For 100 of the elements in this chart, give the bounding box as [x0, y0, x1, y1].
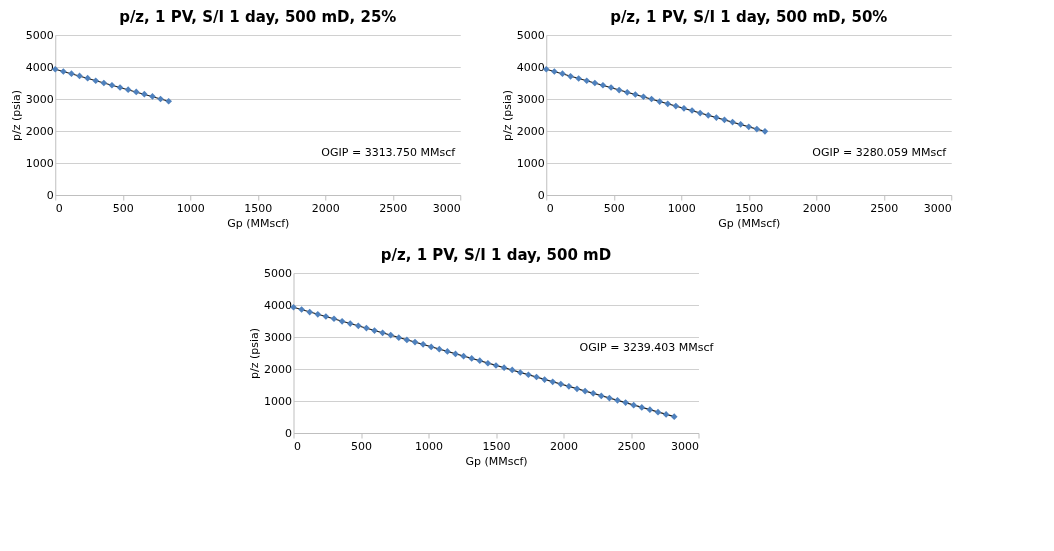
point	[84, 74, 91, 82]
point	[149, 93, 156, 100]
y-tick-label: 5000	[25, 28, 54, 42]
point	[444, 348, 451, 355]
point	[516, 369, 524, 376]
point	[737, 120, 744, 128]
y-tick-label: 0	[46, 188, 54, 202]
point	[632, 91, 639, 98]
point	[371, 327, 378, 334]
point	[541, 376, 548, 383]
point	[567, 72, 574, 80]
point	[124, 86, 132, 94]
point	[354, 322, 362, 330]
y-tick-label: 2000	[25, 124, 54, 138]
point	[672, 102, 680, 110]
y-tick-label: 0	[285, 426, 292, 440]
y-axis-title: p/z (psia)	[500, 89, 514, 142]
point	[306, 308, 314, 316]
point	[411, 338, 419, 346]
point	[745, 123, 753, 131]
point	[597, 392, 605, 400]
x-tick-label: 500	[351, 439, 372, 453]
point	[599, 81, 607, 89]
point	[559, 70, 566, 78]
y-tick-label: 5000	[516, 28, 545, 42]
point	[606, 394, 613, 402]
annotation: OGIP = 3239.403 MMscf	[579, 341, 715, 354]
point	[640, 93, 647, 101]
x-tick-label: 1500	[244, 201, 273, 215]
point	[713, 114, 720, 121]
x-tick-label: 1000	[176, 201, 205, 215]
y-tick-label: 4000	[264, 298, 292, 312]
point	[664, 100, 672, 108]
point	[508, 366, 516, 374]
point	[753, 125, 761, 133]
point	[614, 397, 621, 404]
x-tick-label: 1500	[735, 201, 764, 215]
point	[484, 359, 492, 367]
point	[330, 315, 338, 323]
x-tick-label: 500	[112, 201, 134, 215]
point	[108, 81, 116, 89]
y-tick-label: 1000	[25, 156, 54, 170]
point	[721, 116, 728, 124]
point	[403, 336, 411, 344]
point	[338, 317, 346, 325]
point	[680, 104, 688, 112]
y-axis-title: p/z (psia)	[248, 327, 262, 380]
y-tick-label: 3000	[264, 330, 292, 344]
x-tick-label: 500	[603, 201, 625, 215]
x-tick-label: 2500	[617, 439, 646, 453]
x-tick-label: 3000	[923, 201, 952, 215]
point	[583, 77, 591, 85]
point	[557, 380, 565, 388]
point	[419, 341, 427, 348]
y-tick-label: 3000	[25, 92, 54, 106]
chart-title: p/z, 1 PV, S/I 1 day, 500 mD	[380, 246, 612, 264]
point	[630, 401, 638, 409]
x-tick-label: 2500	[870, 201, 899, 215]
y-tick-label: 0	[537, 188, 545, 202]
point	[435, 345, 443, 353]
x-tick-label: 1000	[415, 439, 443, 453]
point	[591, 79, 599, 87]
point	[460, 352, 467, 360]
point	[575, 75, 582, 82]
point	[346, 320, 354, 327]
y-tick-label: 4000	[25, 60, 54, 74]
x-tick-label: 0	[55, 201, 63, 215]
point	[476, 357, 484, 365]
point	[395, 334, 403, 341]
point	[387, 331, 395, 339]
annotation: OGIP = 3280.059 MMscf	[812, 146, 948, 159]
x-axis-title: Gp (MMscf)	[227, 216, 290, 230]
point	[165, 97, 172, 105]
y-tick-label: 4000	[516, 60, 545, 74]
x-tick-label: 1500	[482, 439, 511, 453]
point	[704, 111, 712, 119]
point	[379, 329, 386, 337]
point	[427, 343, 435, 351]
point	[623, 88, 631, 96]
x-tick-label: 2000	[802, 201, 831, 215]
x-tick-label: 2000	[550, 439, 578, 453]
point	[761, 127, 769, 135]
point	[646, 406, 654, 413]
point	[100, 79, 108, 87]
y-tick-label: 5000	[264, 266, 292, 280]
x-tick-label: 0	[546, 201, 554, 215]
y-tick-label: 2000	[516, 124, 545, 138]
point	[60, 68, 67, 75]
x-tick-label: 3000	[432, 201, 461, 215]
point	[468, 355, 476, 362]
point	[573, 385, 581, 393]
x-tick-label: 0	[294, 439, 301, 453]
point	[589, 389, 597, 397]
x-axis-title: Gp (MMscf)	[718, 216, 781, 230]
point	[622, 399, 629, 406]
point	[670, 413, 678, 421]
point	[68, 70, 75, 78]
point	[581, 387, 589, 395]
point	[298, 306, 305, 313]
point	[500, 364, 508, 372]
